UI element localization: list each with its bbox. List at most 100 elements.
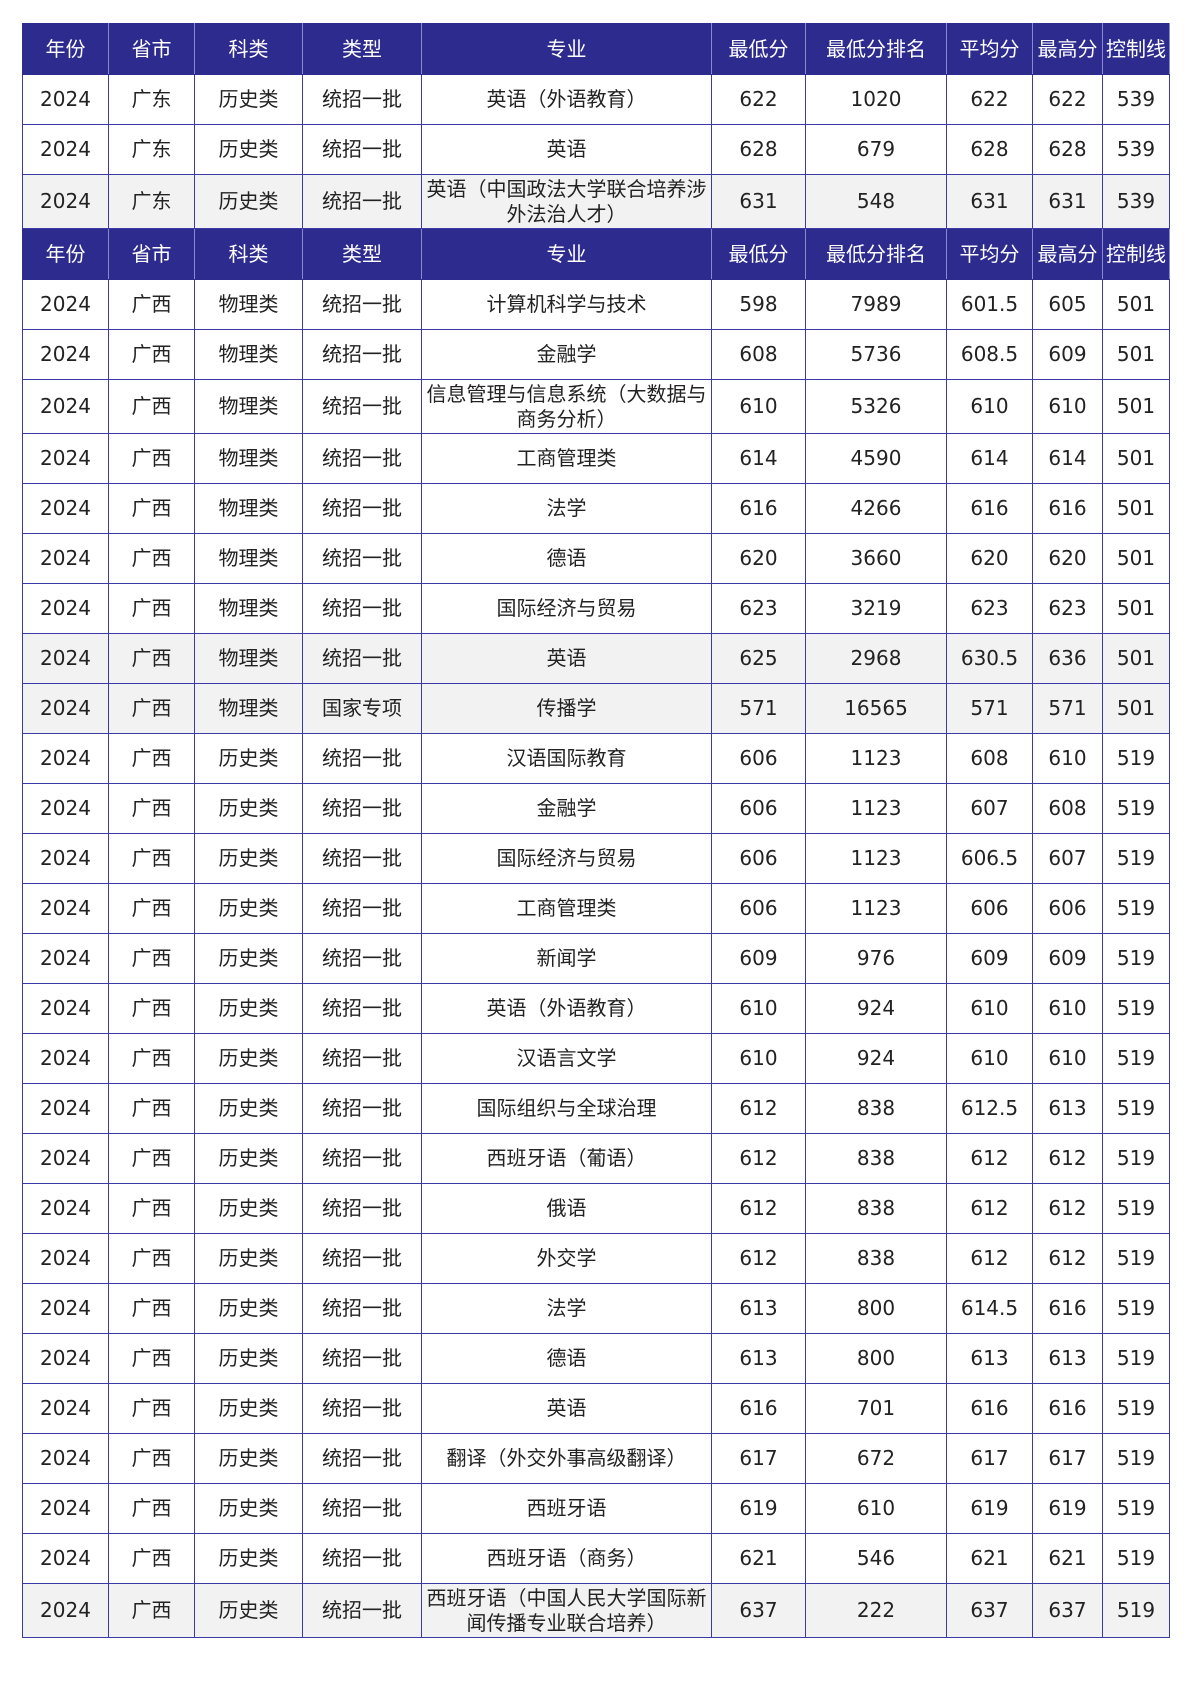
province-cell: 广西	[108, 1033, 195, 1084]
avg-score-cell: 612	[946, 1183, 1033, 1234]
max-score-cell: 617	[1032, 1433, 1103, 1484]
control-line-cell: 501	[1102, 583, 1170, 634]
control-line-cell: 519	[1102, 1583, 1170, 1638]
subject-cell: 历史类	[194, 833, 303, 884]
table-row: 2024 广西 历史类 统招一批 国际经济与贸易 606 1123 606.5 607 519	[22, 833, 1170, 884]
major-cell: 新闻学	[421, 933, 712, 984]
control-line-cell: 519	[1102, 1433, 1170, 1484]
table-row: 2024 广西 历史类 统招一批 国际组织与全球治理 612 838 612.5 613 519	[22, 1083, 1170, 1134]
table-row: 2024 广西 物理类 统招一批 德语 620 3660 620 620 501	[22, 533, 1170, 584]
province-cell: 广西	[108, 483, 195, 534]
table-row: 2024 广西 历史类 统招一批 英语（外语教育） 610 924 610 610 519	[22, 983, 1170, 1034]
type-cell: 统招一批	[302, 1283, 422, 1334]
avg-score-cell: 606	[946, 883, 1033, 934]
column-header: 最高分	[1032, 23, 1103, 75]
avg-score-cell: 607	[946, 783, 1033, 834]
max-score-cell: 613	[1032, 1083, 1103, 1134]
subject-cell: 物理类	[194, 683, 303, 734]
avg-score-cell: 628	[946, 124, 1033, 175]
major-cell: 外交学	[421, 1233, 712, 1284]
type-cell: 统招一批	[302, 783, 422, 834]
major-cell: 工商管理类	[421, 883, 712, 934]
year-cell: 2024	[22, 1233, 109, 1284]
province-cell: 广西	[108, 1083, 195, 1134]
major-cell: 汉语国际教育	[421, 733, 712, 784]
province-cell: 广西	[108, 933, 195, 984]
table-row: 2024 广西 物理类 统招一批 金融学 608 5736 608.5 609 501	[22, 329, 1170, 380]
type-cell: 统招一批	[302, 733, 422, 784]
min-score-cell: 610	[711, 1033, 806, 1084]
type-cell: 统招一批	[302, 833, 422, 884]
control-line-cell: 519	[1102, 1383, 1170, 1434]
year-cell: 2024	[22, 1133, 109, 1184]
control-line-cell: 519	[1102, 1033, 1170, 1084]
year-cell: 2024	[22, 1033, 109, 1084]
column-header: 最低分排名	[805, 23, 947, 75]
table-row: 2024 广西 历史类 统招一批 西班牙语 619 610 619 619 519	[22, 1483, 1170, 1534]
year-cell: 2024	[22, 533, 109, 584]
province-cell: 广西	[108, 1183, 195, 1234]
min-rank-cell: 976	[805, 933, 947, 984]
year-cell: 2024	[22, 583, 109, 634]
year-cell: 2024	[22, 279, 109, 330]
min-rank-cell: 838	[805, 1083, 947, 1134]
province-cell: 广西	[108, 983, 195, 1034]
major-cell: 俄语	[421, 1183, 712, 1234]
max-score-cell: 610	[1032, 379, 1103, 434]
control-line-cell: 501	[1102, 533, 1170, 584]
year-cell: 2024	[22, 1183, 109, 1234]
table-row: 2024 广西 物理类 统招一批 法学 616 4266 616 616 501	[22, 483, 1170, 534]
avg-score-cell: 571	[946, 683, 1033, 734]
control-line-cell: 519	[1102, 1283, 1170, 1334]
max-score-cell: 612	[1032, 1133, 1103, 1184]
major-cell: 国际组织与全球治理	[421, 1083, 712, 1134]
min-rank-cell: 610	[805, 1483, 947, 1534]
control-line-cell: 501	[1102, 633, 1170, 684]
avg-score-cell: 616	[946, 1383, 1033, 1434]
min-score-cell: 625	[711, 633, 806, 684]
min-score-cell: 612	[711, 1233, 806, 1284]
table-row: 2024 广西 历史类 统招一批 西班牙语（葡语） 612 838 612 612 519	[22, 1133, 1170, 1184]
max-score-cell: 609	[1032, 329, 1103, 380]
max-score-cell: 571	[1032, 683, 1103, 734]
header-row: 年份 省市 科类 类型 专业 最低分 最低分排名 平均分 最高分 控制线	[22, 228, 1170, 280]
type-cell: 统招一批	[302, 983, 422, 1034]
avg-score-cell: 601.5	[946, 279, 1033, 330]
type-cell: 统招一批	[302, 1183, 422, 1234]
control-line-cell: 501	[1102, 683, 1170, 734]
province-cell: 广东	[108, 74, 195, 125]
min-rank-cell: 679	[805, 124, 947, 175]
avg-score-cell: 610	[946, 983, 1033, 1034]
min-rank-cell: 924	[805, 1033, 947, 1084]
type-cell: 统招一批	[302, 1333, 422, 1384]
column-header: 最低分	[711, 228, 806, 280]
min-score-cell: 628	[711, 124, 806, 175]
major-cell: 信息管理与信息系统（大数据与商务分析）	[421, 379, 712, 434]
type-cell: 统招一批	[302, 1433, 422, 1484]
year-cell: 2024	[22, 1433, 109, 1484]
control-line-cell: 519	[1102, 833, 1170, 884]
type-cell: 统招一批	[302, 379, 422, 434]
province-cell: 广西	[108, 533, 195, 584]
table-row: 2024 广西 历史类 统招一批 法学 613 800 614.5 616 519	[22, 1283, 1170, 1334]
column-header: 最高分	[1032, 228, 1103, 280]
year-cell: 2024	[22, 1083, 109, 1134]
province-cell: 广西	[108, 1133, 195, 1184]
province-cell: 广西	[108, 733, 195, 784]
column-header: 最低分	[711, 23, 806, 75]
control-line-cell: 519	[1102, 733, 1170, 784]
max-score-cell: 612	[1032, 1183, 1103, 1234]
subject-cell: 历史类	[194, 1083, 303, 1134]
major-cell: 英语（外语教育）	[421, 983, 712, 1034]
year-cell: 2024	[22, 379, 109, 434]
type-cell: 统招一批	[302, 933, 422, 984]
min-rank-cell: 672	[805, 1433, 947, 1484]
province-cell: 广西	[108, 329, 195, 380]
header-row: 年份 省市 科类 类型 专业 最低分 最低分排名 平均分 最高分 控制线	[22, 23, 1170, 75]
min-score-cell: 637	[711, 1583, 806, 1638]
max-score-cell: 607	[1032, 833, 1103, 884]
max-score-cell: 613	[1032, 1333, 1103, 1384]
avg-score-cell: 637	[946, 1583, 1033, 1638]
control-line-cell: 519	[1102, 933, 1170, 984]
major-cell: 德语	[421, 1333, 712, 1384]
